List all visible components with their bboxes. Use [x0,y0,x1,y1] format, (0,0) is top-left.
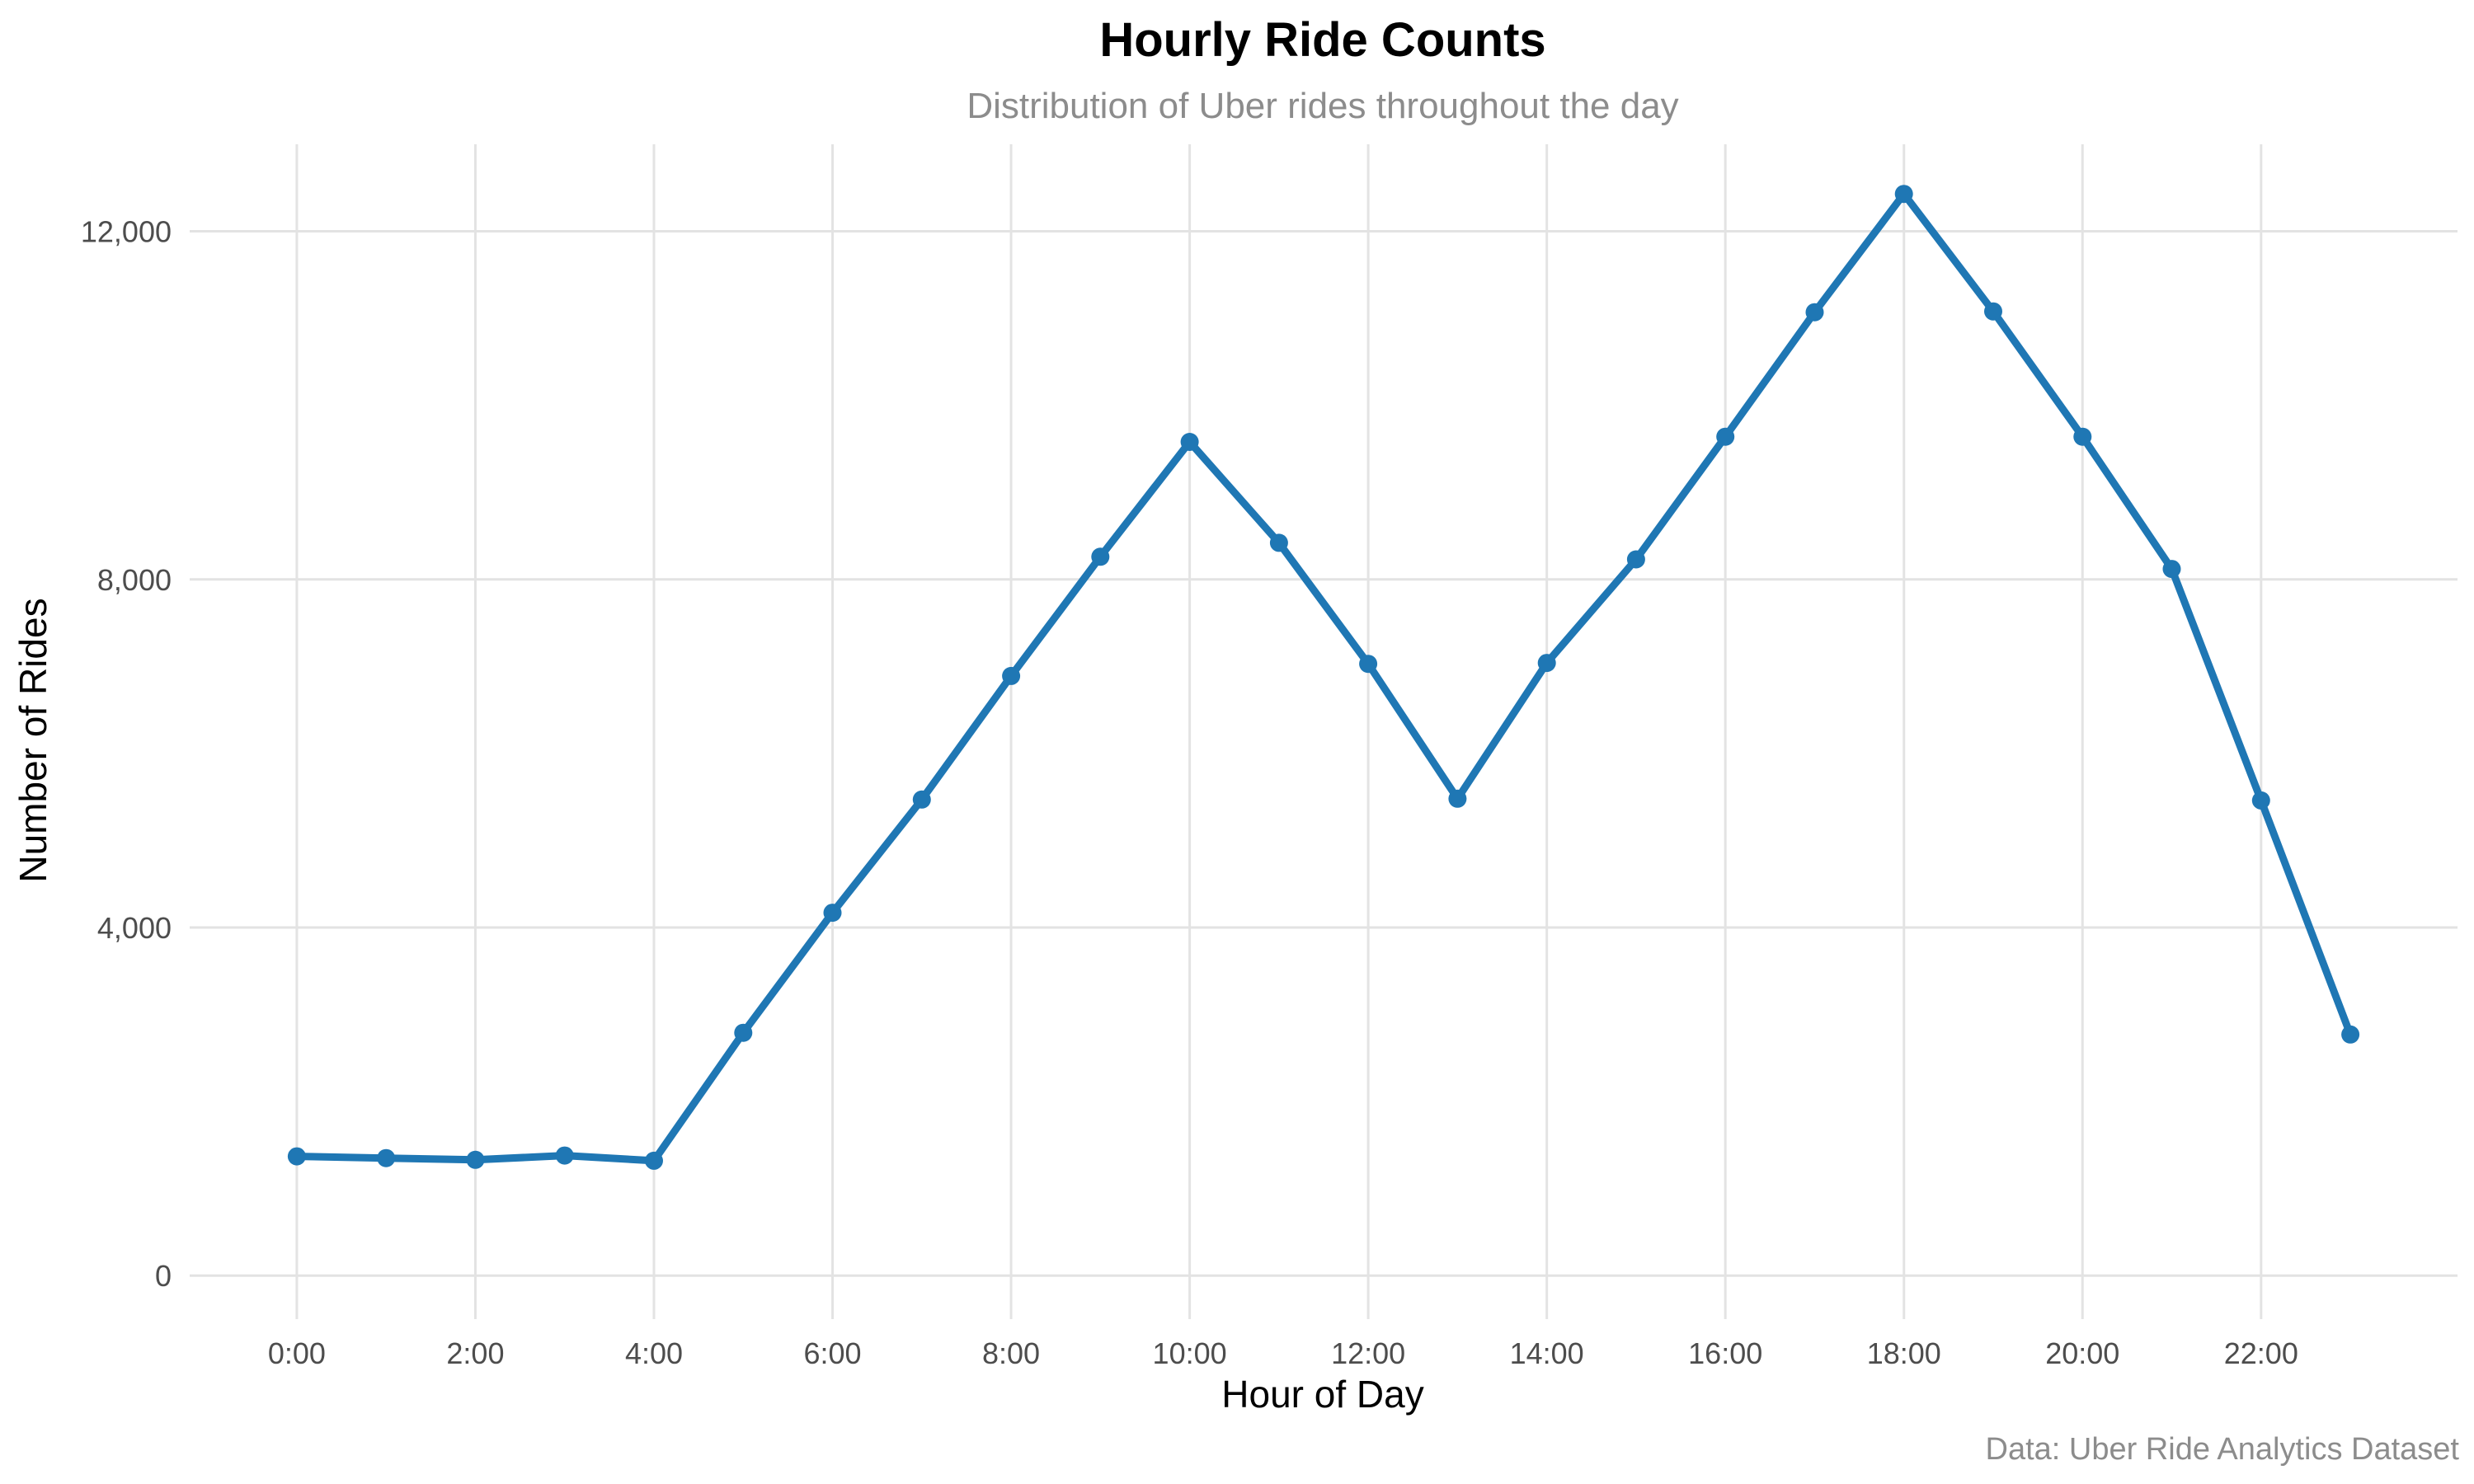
data-point [912,790,931,809]
x-axis-title: Hour of Day [1221,1373,1423,1416]
data-point [1359,655,1378,674]
x-tick-label: 14:00 [1510,1336,1584,1370]
y-tick-label: 12,000 [81,215,172,249]
data-point [466,1150,485,1169]
data-point [287,1147,306,1166]
data-point [1091,547,1110,566]
data-point [645,1151,663,1170]
data-point [2073,427,2092,446]
x-tick-label: 16:00 [1688,1336,1762,1370]
x-tick-label: 20:00 [2045,1336,2119,1370]
y-tick-label: 4,000 [97,911,172,945]
data-point [823,904,842,923]
y-tick-label: 8,000 [97,563,172,597]
chart-caption: Data: Uber Ride Analytics Dataset [1986,1432,2460,1467]
x-tick-label: 4:00 [625,1336,683,1370]
y-axis-title: Number of Rides [12,598,54,882]
data-point [1269,533,1288,552]
x-tick-label: 18:00 [1867,1336,1941,1370]
chart-title: Hourly Ride Counts [1099,13,1545,67]
gridlines [190,144,2458,1319]
data-point [1448,789,1467,808]
x-tick-label: 10:00 [1153,1336,1227,1370]
data-point [2341,1025,2360,1044]
data-point [1716,427,1735,446]
x-tick-label: 12:00 [1331,1336,1405,1370]
x-tick-label: 8:00 [982,1336,1040,1370]
x-tick-label: 2:00 [446,1336,504,1370]
data-point [1002,666,1021,685]
y-axis-ticks: 0 4,000 8,000 12,000 [81,215,172,1294]
x-tick-label: 0:00 [268,1336,326,1370]
x-tick-label: 22:00 [2224,1336,2298,1370]
y-tick-label: 0 [155,1259,172,1293]
data-point [1805,303,1824,322]
chart-subtitle: Distribution of Uber rides throughout th… [967,86,1678,126]
data-point [1180,433,1199,451]
x-axis-ticks: 0:00 2:00 4:00 6:00 8:00 10:00 12:00 14:00 16:00… [268,1336,2298,1370]
data-point [1984,302,2002,321]
data-point [734,1023,753,1042]
data-point [555,1146,574,1165]
data-points [287,185,2360,1170]
data-point [2251,791,2270,810]
series-line-ride-counts [293,190,2354,1165]
data-point [1626,550,1645,569]
data-point [1894,185,1913,204]
x-tick-label: 6:00 [803,1336,861,1370]
data-point [2162,560,2181,579]
data-point [1537,654,1556,673]
data-point [377,1148,396,1167]
